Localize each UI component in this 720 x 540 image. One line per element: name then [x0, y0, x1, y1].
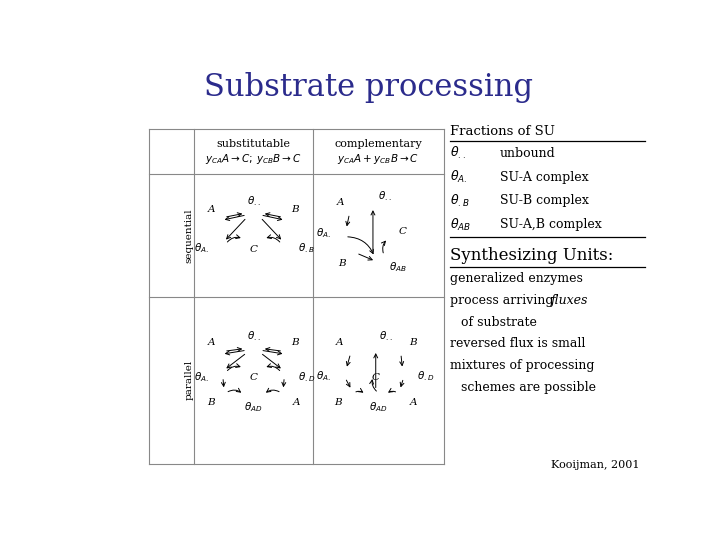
Text: A: A — [293, 398, 300, 407]
Text: C: C — [250, 245, 258, 254]
Text: $\theta_{..}$: $\theta_{..}$ — [247, 329, 261, 343]
Text: $\theta_{.D}$: $\theta_{.D}$ — [298, 370, 315, 384]
Text: schemes are possible: schemes are possible — [461, 381, 596, 394]
Text: $\theta_{.D}$: $\theta_{.D}$ — [418, 369, 435, 382]
Text: Synthesizing Units:: Synthesizing Units: — [450, 247, 613, 265]
Text: B: B — [207, 398, 215, 407]
Text: A: A — [337, 198, 344, 207]
Text: generalized enzymes: generalized enzymes — [450, 273, 582, 286]
Text: of substrate: of substrate — [461, 316, 537, 329]
Text: $\theta_{..}$: $\theta_{..}$ — [379, 329, 392, 343]
Text: $\theta_{.B}$: $\theta_{.B}$ — [298, 241, 315, 255]
Text: SU-A,B complex: SU-A,B complex — [500, 218, 602, 231]
Text: $\theta_{A.}$: $\theta_{A.}$ — [194, 370, 209, 384]
Text: complementary: complementary — [335, 139, 423, 148]
Text: A: A — [410, 398, 417, 407]
Text: sequential: sequential — [184, 208, 194, 263]
Text: Fractions of SU: Fractions of SU — [450, 125, 555, 138]
Text: parallel: parallel — [184, 360, 194, 401]
Text: $\theta_{A.}$: $\theta_{A.}$ — [316, 226, 331, 240]
Text: $\theta_{A.}$: $\theta_{A.}$ — [194, 241, 209, 255]
Text: $\theta_{A.}$: $\theta_{A.}$ — [450, 169, 467, 185]
Text: fluxes: fluxes — [550, 294, 588, 307]
Text: B: B — [292, 339, 300, 347]
Text: mixtures of processing: mixtures of processing — [450, 359, 595, 372]
Text: Substrate processing: Substrate processing — [204, 72, 534, 103]
Text: SU-A complex: SU-A complex — [500, 171, 589, 184]
Text: $\theta_{AD}$: $\theta_{AD}$ — [369, 400, 388, 414]
Text: B: B — [409, 339, 417, 347]
Text: C: C — [250, 373, 258, 382]
Text: process arriving: process arriving — [450, 294, 557, 307]
Text: B: B — [335, 398, 342, 407]
Text: $\theta_{AB}$: $\theta_{AB}$ — [450, 217, 471, 233]
Text: $\theta_{AB}$: $\theta_{AB}$ — [389, 260, 407, 274]
Text: $\theta_{..}$: $\theta_{..}$ — [247, 194, 261, 207]
Text: $\theta_{.B}$: $\theta_{.B}$ — [450, 193, 469, 209]
Text: SU-B complex: SU-B complex — [500, 194, 589, 207]
Text: $\theta_{..}$: $\theta_{..}$ — [450, 145, 466, 161]
Text: $y_{CA}A \rightarrow C;\, y_{CB}B \rightarrow C$: $y_{CA}A \rightarrow C;\, y_{CB}B \right… — [205, 152, 302, 166]
Text: unbound: unbound — [500, 147, 556, 160]
Text: $y_{CA}A + y_{CB}B \rightarrow C$: $y_{CA}A + y_{CB}B \rightarrow C$ — [338, 152, 420, 166]
Text: C: C — [399, 227, 407, 236]
Text: A: A — [336, 339, 343, 347]
Text: $\theta_{..}$: $\theta_{..}$ — [379, 189, 392, 203]
Text: C: C — [372, 373, 379, 382]
Text: $\theta_{AD}$: $\theta_{AD}$ — [244, 400, 263, 414]
Text: substitutable: substitutable — [217, 139, 291, 148]
Text: B: B — [338, 259, 346, 268]
Text: Kooijman, 2001: Kooijman, 2001 — [551, 460, 639, 470]
Text: A: A — [208, 205, 215, 213]
Text: $\theta_{A.}$: $\theta_{A.}$ — [316, 369, 331, 382]
Text: reversed flux is small: reversed flux is small — [450, 338, 585, 350]
Text: B: B — [292, 205, 300, 213]
Text: A: A — [208, 339, 215, 347]
